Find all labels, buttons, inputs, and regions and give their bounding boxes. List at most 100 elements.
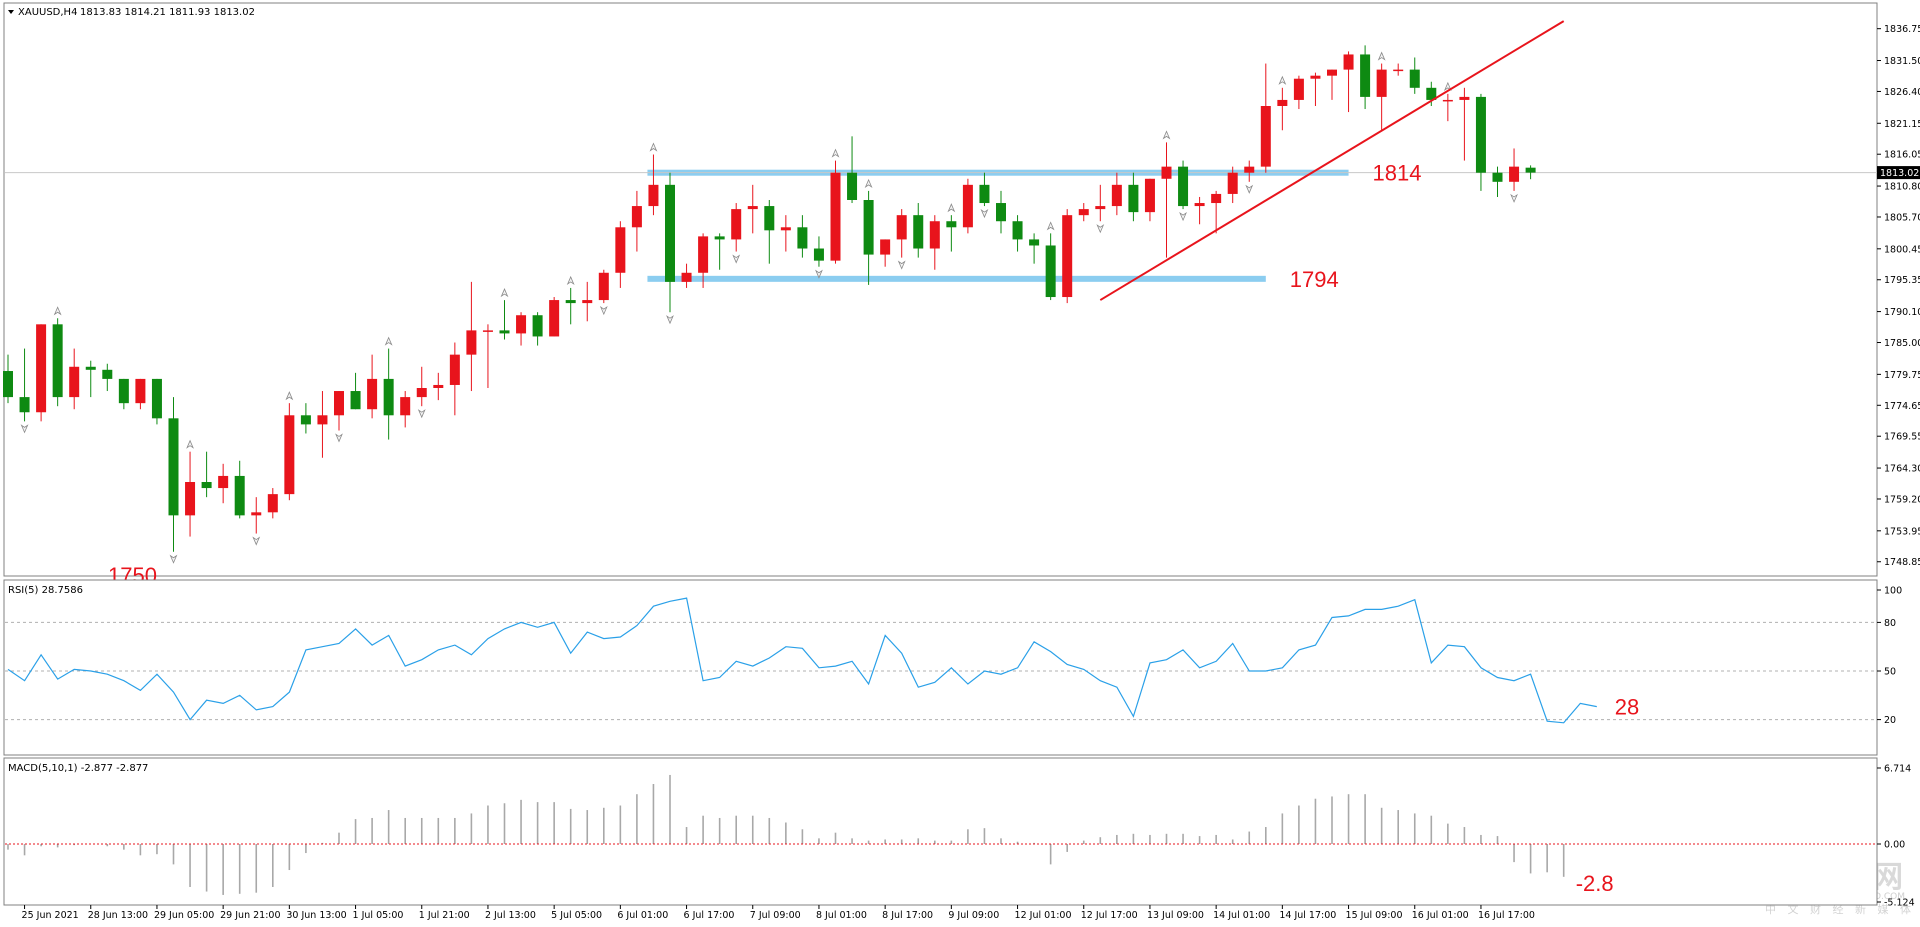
candle-body (896, 215, 907, 240)
time-tick-label: 2 Jul 13:00 (485, 910, 536, 921)
candle-body (267, 494, 278, 513)
candle-body (1111, 184, 1122, 207)
candle-body (168, 418, 179, 516)
time-tick-label: 14 Jul 01:00 (1213, 910, 1270, 921)
fractal-up-arrow-icon (864, 178, 873, 188)
candle-body (1327, 69, 1337, 76)
rsi-tick-label: 20 (1884, 715, 1896, 726)
time-tick-label: 6 Jul 17:00 (684, 910, 735, 921)
candle-body (1310, 75, 1321, 79)
candle-body (979, 184, 990, 204)
candle-body (102, 369, 113, 379)
time-tick-label: 14 Jul 17:00 (1279, 910, 1336, 921)
time-tick-label: 5 Jul 05:00 (551, 910, 602, 921)
panel-menu-triangle-icon[interactable] (8, 10, 14, 14)
candle-body (1244, 166, 1255, 173)
candle-body (433, 384, 444, 388)
candle-body (499, 330, 510, 334)
candle-body (1509, 166, 1520, 182)
candle-body (1029, 239, 1040, 246)
candlestick-series (3, 45, 1536, 552)
price-tick-label: 1748.85 (1884, 557, 1920, 568)
candle-body (516, 315, 527, 334)
candle-body (416, 388, 427, 398)
fractal-down-arrow-icon (169, 554, 178, 564)
price-panel-frame (3, 2, 1878, 577)
candle-body (731, 209, 742, 240)
time-tick-label: 1 Jul 21:00 (419, 910, 470, 921)
time-tick-label: 28 Jun 13:00 (88, 910, 148, 921)
fractal-down-arrow-icon (666, 315, 674, 325)
rsi-panel-frame (3, 579, 1878, 756)
candle-body (1227, 172, 1238, 194)
candle-body (234, 475, 245, 516)
candle-body (996, 203, 1006, 222)
candle-body (317, 415, 328, 425)
fractal-up-arrow-icon (1278, 75, 1287, 85)
candle-body (1012, 221, 1023, 240)
candle-body (962, 184, 973, 228)
fractal-up-arrow-icon (500, 288, 509, 298)
price-tick-label: 1800.45 (1884, 244, 1920, 255)
candle-body (1475, 96, 1486, 173)
candle-body (714, 236, 725, 240)
level-band-1794 (647, 275, 1266, 282)
candle-body (1409, 69, 1420, 88)
candle-body (598, 272, 609, 301)
candle-body (52, 324, 63, 398)
fractal-down-arrow-icon (1245, 184, 1254, 194)
fractal-down-arrow-icon (20, 424, 29, 434)
price-tick-label: 1785.00 (1884, 338, 1920, 349)
price-tick-label: 1836.75 (1884, 24, 1920, 35)
macd-tick-label: 0.00 (1884, 839, 1905, 850)
price-tick-label: 1821.15 (1884, 119, 1920, 130)
macd-title: MACD(5,10,1) -2.877 -2.877 (8, 763, 148, 774)
time-tick-label: 16 Jul 01:00 (1412, 910, 1469, 921)
fractal-down-arrow-icon (599, 306, 608, 316)
price-tick-label: 1795.35 (1884, 275, 1920, 286)
candle-body (300, 415, 311, 425)
candle-body (913, 215, 924, 249)
time-tick-label: 6 Jul 01:00 (617, 910, 668, 921)
candle-body (1194, 203, 1205, 207)
price-tick-label: 1774.65 (1884, 401, 1920, 412)
time-tick-label: 13 Jul 09:00 (1147, 910, 1204, 921)
candle-body (449, 354, 460, 385)
fractal-down-arrow-icon (1510, 193, 1518, 203)
candle-body (201, 482, 212, 489)
candle-body (1062, 215, 1073, 298)
fractal-up-arrow-icon (53, 306, 62, 316)
time-tick-label: 29 Jun 05:00 (154, 910, 214, 921)
time-tick-label: 15 Jul 09:00 (1346, 910, 1403, 921)
candle-body (151, 378, 162, 419)
candle-body (400, 397, 411, 416)
fractal-down-arrow-icon (732, 254, 741, 264)
fractal-up-arrow-icon (1162, 130, 1171, 140)
time-tick-label: 29 Jun 21:00 (220, 910, 280, 921)
candle-body (1293, 78, 1304, 100)
candle-body (135, 378, 146, 404)
time-tick-label: 1 Jul 05:00 (353, 910, 404, 921)
candle-body (631, 206, 642, 228)
fractal-down-arrow-icon (1179, 212, 1187, 222)
fractal-up-arrow-icon (186, 439, 194, 449)
time-tick-label: 8 Jul 17:00 (882, 910, 933, 921)
macd-panel: 6.714 0.00 -5.124 MACD(5,10,1) -2.877 -2.8… (3, 757, 1915, 909)
rsi-tick-label: 80 (1884, 618, 1896, 629)
fractal-up-arrow-icon (947, 203, 956, 213)
candle-body (1459, 96, 1470, 100)
candle-body (1376, 69, 1387, 97)
candle-body (665, 184, 675, 282)
rsi-panel: 100 80 50 20 RSI(5) 28.7586 28 (3, 579, 1902, 756)
fractal-up-arrow-icon (285, 391, 294, 401)
rsi-tick-label: 100 (1884, 586, 1902, 597)
macd-panel-frame (3, 757, 1878, 906)
fractal-up-arrow-icon (384, 336, 393, 346)
price-tick-label: 1826.40 (1884, 87, 1920, 98)
candle-body (747, 206, 758, 210)
price-axis: 1836.75 1831.50 1826.40 1821.15 1816.05 1810.… (1877, 24, 1920, 568)
price-tick-label: 1764.30 (1884, 464, 1920, 475)
candle-body (1260, 106, 1271, 167)
fractal-up-arrow-icon (649, 142, 658, 152)
rsi-title: RSI(5) 28.7586 (8, 585, 83, 596)
